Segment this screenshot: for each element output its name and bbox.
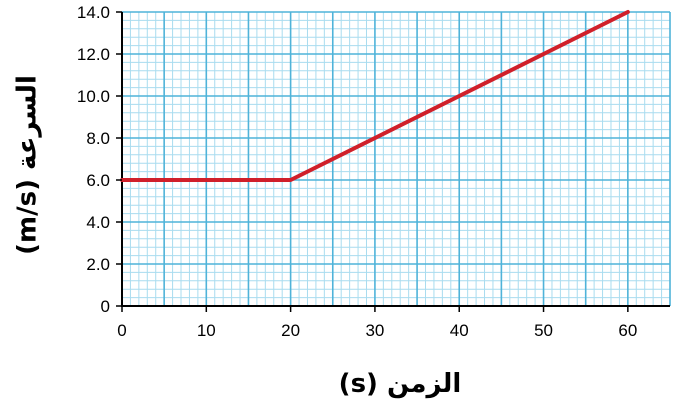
y-tick-label: 14.0	[77, 3, 110, 22]
x-tick-label: 0	[117, 321, 126, 340]
y-tick-label: 10.0	[77, 87, 110, 106]
y-tick-label: 12.0	[77, 45, 110, 64]
series-line	[120, 10, 630, 182]
y-tick-label: 0	[101, 297, 110, 316]
y-tick-label: 2.0	[86, 255, 110, 274]
x-tick-label: 10	[197, 321, 216, 340]
x-tick-label: 50	[534, 321, 553, 340]
x-axis-title: الزمن (s)	[339, 369, 462, 399]
grid-major	[121, 11, 671, 307]
x-tick-label: 20	[281, 321, 300, 340]
x-tick-label: 60	[618, 321, 637, 340]
x-tick-label: 30	[365, 321, 384, 340]
y-tick-label: 6.0	[86, 171, 110, 190]
grid-minor	[121, 11, 671, 307]
series-group	[120, 10, 630, 182]
y-tick-label: 8.0	[86, 129, 110, 148]
x-tick-label: 40	[450, 321, 469, 340]
tick-labels: 0 10 20 30 40 50 60 0 2.0 4.0 6.0 8.0 10.0 12.0 14.0	[77, 3, 637, 340]
axes	[121, 12, 670, 307]
y-tick-label: 4.0	[86, 213, 110, 232]
y-axis-title: السرعة (m/s)	[13, 75, 43, 255]
